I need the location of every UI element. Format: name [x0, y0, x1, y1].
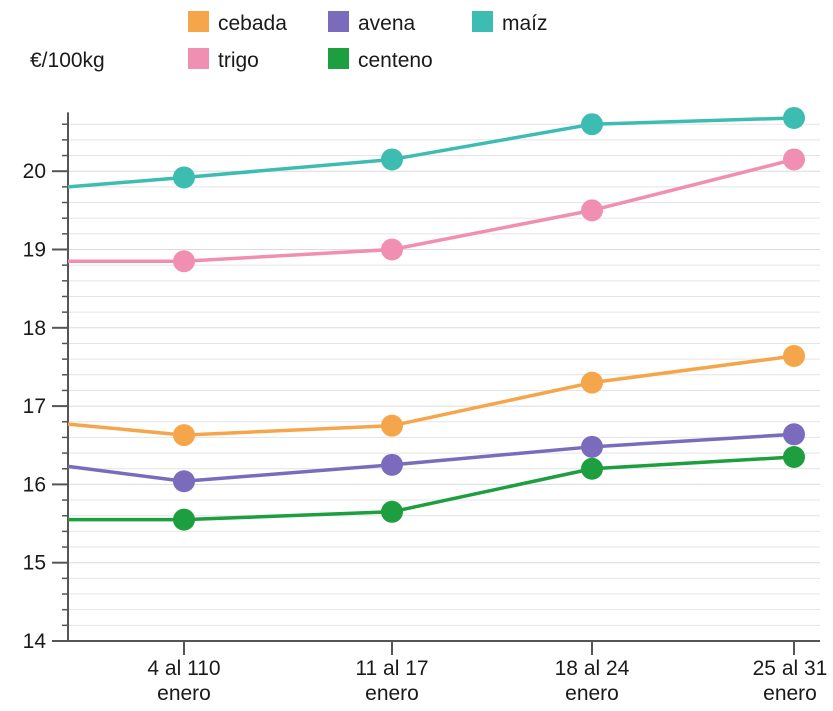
data-point	[173, 470, 195, 493]
data-point	[581, 199, 603, 222]
y-tick-label: 15	[23, 552, 46, 575]
y-tick-label: 20	[23, 160, 46, 183]
x-tick-label: 25 al 31	[753, 657, 828, 680]
y-tick-label: 14	[23, 630, 47, 653]
data-point	[381, 238, 403, 261]
legend-swatch	[188, 48, 209, 69]
legend-swatch	[472, 11, 493, 32]
y-tick-label: 17	[23, 395, 46, 418]
data-point	[581, 435, 603, 458]
y-axis-unit-label: €/100kg	[30, 49, 105, 72]
data-point	[783, 106, 805, 129]
x-tick-label: enero	[365, 682, 419, 705]
x-tick-label: enero	[565, 682, 619, 705]
legend-swatch	[328, 48, 349, 69]
data-point	[173, 508, 195, 531]
data-point	[381, 500, 403, 523]
y-tick-label: 16	[23, 473, 46, 496]
data-point	[581, 457, 603, 480]
x-tick-label: 11 al 17	[355, 657, 428, 680]
x-tick-label: enero	[157, 682, 211, 705]
data-point	[381, 453, 403, 476]
legend-label: maíz	[502, 12, 548, 35]
legend-swatch	[188, 11, 209, 32]
series-line	[67, 354, 795, 437]
x-tick-label: 18 al 24	[555, 657, 630, 680]
data-point	[783, 423, 805, 446]
data-point	[581, 113, 603, 136]
grid-lines	[68, 123, 820, 626]
data-point	[173, 424, 195, 447]
data-point	[173, 166, 195, 189]
y-tick-label: 19	[23, 239, 46, 262]
data-point	[783, 445, 805, 468]
legend: cebada avena maíz trigo centeno	[188, 11, 548, 72]
legend-label: trigo	[218, 49, 259, 72]
data-point	[381, 414, 403, 437]
data-point	[381, 148, 403, 171]
series-points	[173, 106, 805, 531]
x-tick-label: enero	[763, 682, 817, 705]
data-point	[173, 250, 195, 273]
legend-swatch	[328, 11, 349, 32]
axes	[52, 112, 820, 655]
data-point	[783, 148, 805, 171]
legend-label: centeno	[358, 49, 433, 72]
legend-label: avena	[358, 12, 416, 35]
data-point	[581, 371, 603, 394]
x-tick-label: 4 al 110	[147, 657, 220, 680]
data-point	[783, 344, 805, 367]
legend-label: cebada	[218, 12, 287, 35]
y-tick-label: 18	[23, 317, 46, 340]
